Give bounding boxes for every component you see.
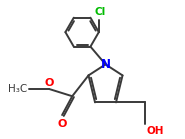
Text: OH: OH bbox=[147, 126, 164, 136]
Text: Cl: Cl bbox=[95, 7, 106, 17]
Text: O: O bbox=[57, 119, 67, 129]
Text: O: O bbox=[44, 78, 54, 88]
Text: H₃C: H₃C bbox=[8, 84, 27, 94]
Text: N: N bbox=[100, 58, 110, 71]
